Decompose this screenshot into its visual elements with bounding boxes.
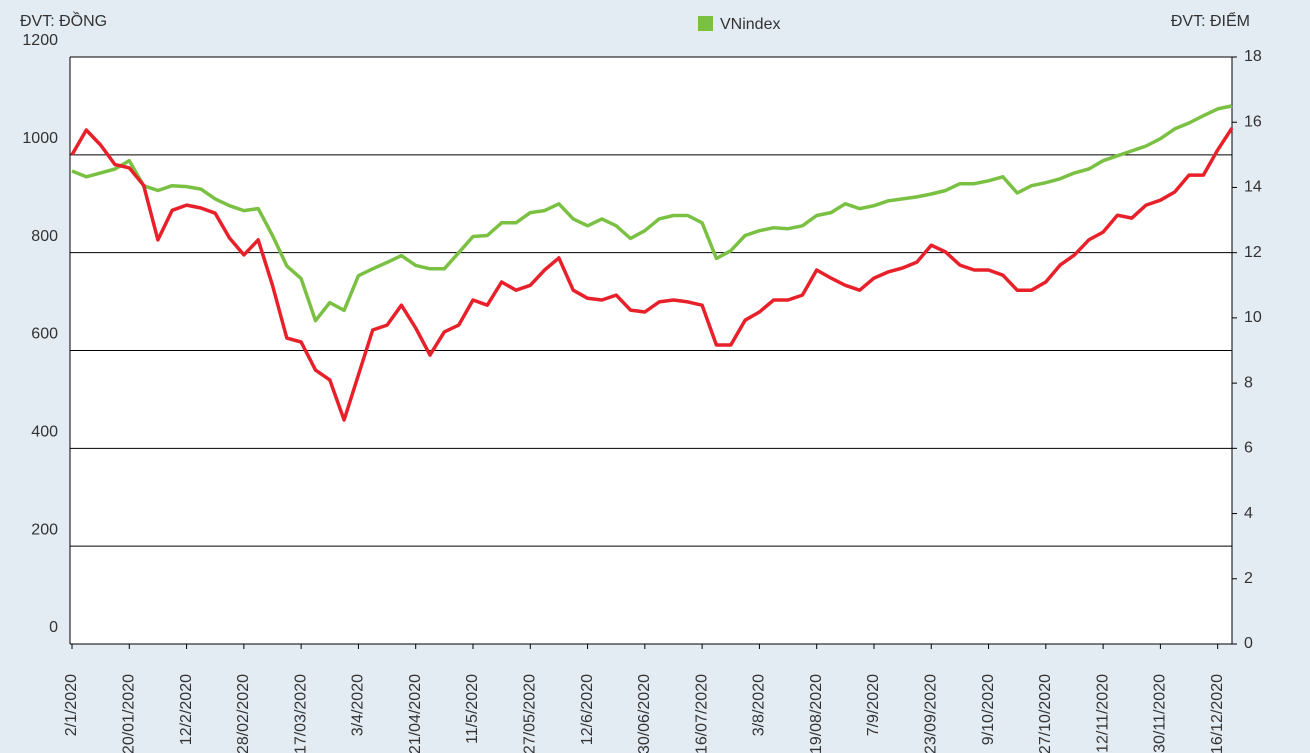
line-series [71, 104, 1233, 323]
x-tick-label: 12/6/2020 [579, 674, 596, 745]
x-tick-label: 27/10/2020 [1037, 674, 1054, 753]
y2-axis-title: ĐVT: ĐIỂM [1171, 11, 1250, 30]
x-tick-label: 12/11/2020 [1094, 674, 1111, 753]
x-tick-label: 23/09/2020 [922, 674, 939, 753]
legend-label: VNindex [720, 16, 780, 33]
x-tick-label: 27/05/2020 [521, 674, 538, 753]
x-tick-label: 2/1/2020 [63, 674, 80, 736]
x-tick-label: 12/2/2020 [178, 674, 195, 745]
x-tick-label: 11/5/2020 [464, 674, 481, 744]
y2-tick-label: 0 [1244, 635, 1253, 652]
y-tick-label: 800 [31, 228, 58, 245]
y-tick-label: 1200 [22, 32, 58, 49]
x-tick-label: 21/04/2020 [407, 674, 424, 753]
x-tick-label: 30/11/2020 [1152, 674, 1169, 753]
y-tick-label: 1000 [22, 130, 58, 147]
y2-tick-label: 2 [1244, 570, 1253, 587]
x-tick-label: 16/12/2020 [1209, 674, 1226, 753]
x-tick-label: 9/10/2020 [980, 674, 997, 745]
line-series [70, 127, 1234, 422]
x-tick-label: 30/06/2020 [636, 674, 653, 753]
x-tick-label: 3/8/2020 [751, 674, 768, 736]
y2-tick-label: 18 [1244, 48, 1262, 65]
y-tick-label: 600 [31, 326, 58, 343]
y2-tick-label: 8 [1244, 374, 1253, 391]
x-tick-label: 7/9/2020 [865, 674, 882, 736]
x-tick-label: 16/07/2020 [693, 674, 710, 753]
y-tick-label: 400 [31, 424, 58, 441]
legend-swatch [698, 16, 713, 31]
x-tick-label: 20/01/2020 [121, 674, 138, 753]
y2-tick-label: 12 [1244, 244, 1262, 261]
y2-tick-label: 4 [1244, 505, 1253, 522]
x-tick-label: 3/4/2020 [350, 674, 367, 736]
y2-tick-label: 14 [1244, 179, 1262, 196]
x-tick-label: 28/02/2020 [235, 674, 252, 753]
y2-tick-label: 16 [1244, 113, 1262, 130]
x-tick-label: 19/08/2020 [808, 674, 825, 753]
y-tick-label: 0 [49, 619, 58, 636]
y-tick-label: 200 [31, 521, 58, 538]
y-axis-title: ĐVT: ĐỒNG [20, 11, 107, 30]
y2-tick-label: 10 [1244, 309, 1262, 326]
x-tick-label: 17/03/2020 [292, 674, 309, 753]
y2-tick-label: 6 [1244, 440, 1253, 457]
